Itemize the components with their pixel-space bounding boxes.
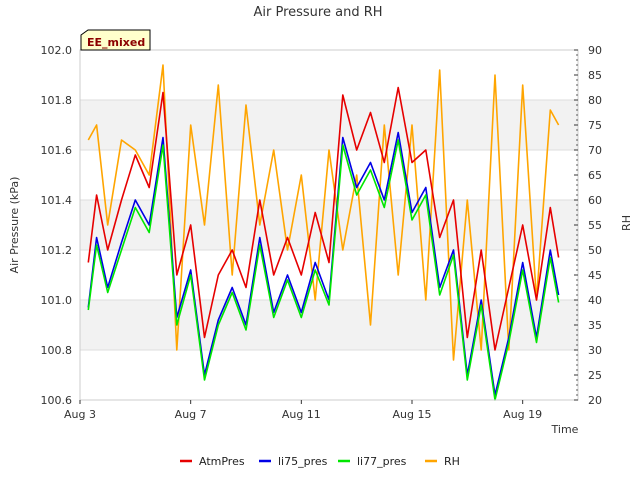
series-line-rh bbox=[87, 64, 560, 361]
site-badge: EE_mixed bbox=[80, 29, 151, 51]
y-tick-label: 102.0 bbox=[41, 44, 73, 57]
y-axis-ticks: 100.6 100.8 101.0 101.2 101.4 101.6 101.8 102.0 bbox=[41, 44, 73, 407]
legend-label-atmpres: AtmPres bbox=[199, 455, 245, 468]
x-tick-label: Aug 15 bbox=[393, 408, 432, 421]
y2-axis-label: RH bbox=[620, 215, 633, 231]
x-axis-ticks: Aug 3 Aug 7 Aug 11 Aug 15 Aug 19 bbox=[64, 400, 542, 421]
background-band bbox=[80, 200, 578, 250]
x-tick-label: Aug 3 bbox=[64, 408, 96, 421]
y2-tick-label: 80 bbox=[588, 94, 602, 107]
y-axis-label: Air Pressure (kPa) bbox=[8, 177, 21, 274]
site-badge-label: EE_mixed bbox=[87, 36, 145, 49]
series-line-li77-pres bbox=[87, 139, 560, 401]
chart-title: Air Pressure and RH bbox=[253, 5, 382, 20]
x-tick-label: Aug 19 bbox=[503, 408, 542, 421]
y2-tick-label: 70 bbox=[588, 144, 602, 157]
background-band bbox=[80, 300, 578, 350]
y2-tick-label: 75 bbox=[588, 119, 602, 132]
y-tick-label: 101.0 bbox=[41, 294, 73, 307]
legend-label-li75-pres: li75_pres bbox=[278, 455, 328, 468]
y2-axis-ticks: 20 25 30 35 40 45 50 55 60 65 70 75 80 85 90 bbox=[574, 44, 602, 407]
legend-label-li77-pres: li77_pres bbox=[357, 455, 407, 468]
y2-tick-label: 55 bbox=[588, 219, 602, 232]
y2-tick-label: 85 bbox=[588, 69, 602, 82]
y2-tick-label: 60 bbox=[588, 194, 602, 207]
y-tick-label: 100.6 bbox=[41, 394, 73, 407]
y2-tick-label: 20 bbox=[588, 394, 602, 407]
y-tick-label: 101.4 bbox=[41, 194, 73, 207]
y2-tick-label: 90 bbox=[588, 44, 602, 57]
legend: AtmPres li75_pres li77_pres RH bbox=[180, 455, 460, 468]
y2-tick-label: 25 bbox=[588, 369, 602, 382]
y2-tick-label: 45 bbox=[588, 269, 602, 282]
background-band bbox=[80, 50, 578, 100]
series-layer bbox=[87, 64, 560, 401]
y-tick-label: 101.2 bbox=[41, 244, 73, 257]
site-badge-box bbox=[80, 29, 151, 51]
series-line-atmpres bbox=[87, 86, 560, 351]
y-tick-label: 100.8 bbox=[41, 344, 73, 357]
y-tick-label: 101.6 bbox=[41, 144, 73, 157]
y2-tick-label: 35 bbox=[588, 319, 602, 332]
x-tick-label: Aug 11 bbox=[282, 408, 321, 421]
x-tick-label: Aug 7 bbox=[175, 408, 207, 421]
legend-label-rh: RH bbox=[444, 455, 460, 468]
y2-tick-label: 65 bbox=[588, 169, 602, 182]
y-tick-label: 101.8 bbox=[41, 94, 73, 107]
x-axis-label: Time bbox=[551, 423, 579, 436]
background-bands bbox=[80, 50, 578, 400]
y2-tick-label: 30 bbox=[588, 344, 602, 357]
y2-tick-label: 50 bbox=[588, 244, 602, 257]
y2-tick-label: 40 bbox=[588, 294, 602, 307]
